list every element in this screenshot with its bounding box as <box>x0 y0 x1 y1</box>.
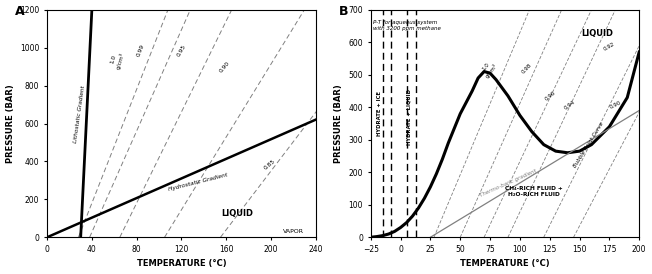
Text: Bubble Point Curve: Bubble Point Curve <box>573 121 605 168</box>
Y-axis label: PRESSURE (BAR): PRESSURE (BAR) <box>6 84 14 163</box>
Text: VAPOR: VAPOR <box>283 229 304 235</box>
Text: 0.90: 0.90 <box>608 100 621 110</box>
Text: 0.94: 0.94 <box>563 100 576 111</box>
Text: LIQUID: LIQUID <box>221 209 253 218</box>
Text: 0.90: 0.90 <box>218 60 230 73</box>
Text: 0.96: 0.96 <box>544 90 557 102</box>
Text: 0.85: 0.85 <box>263 158 276 171</box>
Text: LIQUID: LIQUID <box>582 29 614 38</box>
Text: CH₄-RICH FLUID +
H₂O-RICH FLUID: CH₄-RICH FLUID + H₂O-RICH FLUID <box>505 186 563 197</box>
Text: 0.99: 0.99 <box>136 44 146 58</box>
Text: 1.0
g/cm³: 1.0 g/cm³ <box>479 59 499 79</box>
Text: 0.98: 0.98 <box>520 63 533 75</box>
Text: A: A <box>15 5 25 18</box>
Text: HYDRATE + LIQUID: HYDRATE + LIQUID <box>406 89 411 145</box>
X-axis label: TEMPERATURE (°C): TEMPERATURE (°C) <box>460 259 550 269</box>
Text: B: B <box>338 5 348 18</box>
Text: Lithostatic Gradient: Lithostatic Gradient <box>73 85 86 143</box>
Y-axis label: PRESSURE (BAR): PRESSURE (BAR) <box>334 84 343 163</box>
Text: HYDRATE + ICE: HYDRATE + ICE <box>377 91 381 136</box>
Text: Hydrostatic Gradient: Hydrostatic Gradient <box>168 172 228 192</box>
Text: 0.95: 0.95 <box>176 44 186 58</box>
X-axis label: TEMPERATURE (°C): TEMPERATURE (°C) <box>136 259 226 269</box>
Text: 0.92: 0.92 <box>603 41 616 52</box>
Text: P-T for aqueous system
with 3200 ppm methane: P-T for aqueous system with 3200 ppm met… <box>373 20 441 31</box>
Text: Thermo-baric gradient: Thermo-baric gradient <box>479 169 537 198</box>
Text: 1.0
g/cm³: 1.0 g/cm³ <box>109 50 125 70</box>
